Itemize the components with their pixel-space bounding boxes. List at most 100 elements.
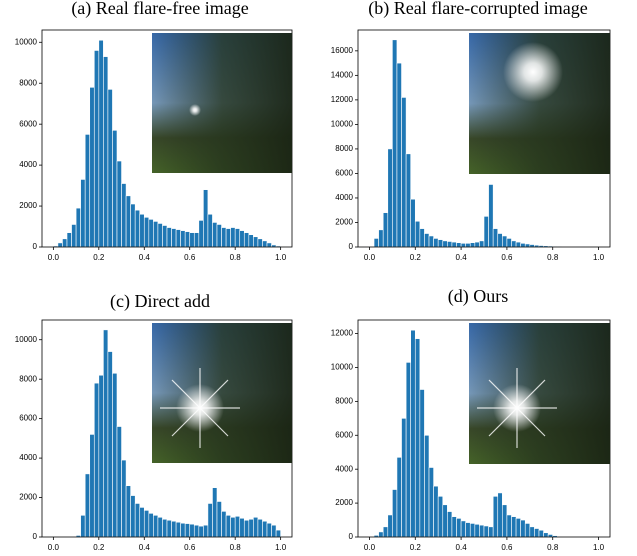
bar (515, 241, 521, 248)
bar (428, 467, 434, 538)
y-tick-label: 8000 (19, 374, 37, 383)
bar (392, 489, 398, 538)
bar (243, 519, 250, 538)
bar (175, 521, 181, 538)
bar (143, 510, 150, 538)
y-tick-label: 8000 (335, 144, 353, 153)
bar (451, 516, 457, 538)
bar (253, 236, 259, 248)
bar (175, 229, 181, 248)
y-tick-label: 6000 (335, 430, 353, 439)
bar (121, 183, 127, 248)
bar (524, 523, 531, 538)
x-tick-label: 0.8 (230, 253, 242, 262)
y-tick-label: 12000 (331, 329, 354, 338)
bar (230, 516, 236, 538)
photo-b (469, 33, 610, 174)
bar (382, 212, 389, 248)
bar (456, 518, 462, 538)
chart-title: (d) Ours (448, 286, 509, 307)
y-tick-label: 8000 (335, 396, 353, 405)
bar (460, 520, 466, 538)
bar (171, 228, 177, 248)
bar (515, 518, 521, 538)
y-tick-label: 6000 (335, 169, 353, 178)
bar (130, 203, 136, 248)
bar (84, 134, 91, 248)
y-tick-label: 10000 (15, 37, 38, 46)
x-tick-label: 0.0 (364, 543, 376, 552)
bar (221, 227, 227, 248)
bar (529, 526, 535, 538)
bar (62, 238, 68, 248)
bar (89, 434, 95, 538)
bar (234, 228, 241, 248)
bar (57, 242, 63, 248)
bar (193, 524, 200, 538)
bar (107, 351, 113, 538)
bar (103, 56, 109, 248)
bar (98, 374, 104, 538)
bar (212, 222, 218, 248)
bar (116, 426, 122, 538)
bar (112, 130, 118, 248)
y-tick-label: 4000 (19, 453, 37, 462)
x-tick-label: 1.0 (593, 543, 605, 552)
bar (225, 514, 231, 538)
bar (465, 522, 471, 538)
bar (419, 228, 425, 248)
bar (275, 529, 281, 538)
y-tick-label: 2000 (19, 493, 37, 502)
bar (116, 160, 122, 248)
bar (506, 238, 512, 248)
bar (538, 529, 544, 538)
bar (203, 524, 209, 538)
bar (153, 221, 159, 248)
bar (414, 338, 421, 538)
y-tick-label: 2000 (335, 218, 353, 227)
x-tick-label: 0.6 (501, 543, 513, 552)
bar (84, 473, 91, 538)
bar (243, 232, 250, 248)
bar (80, 179, 86, 248)
bar (271, 524, 277, 538)
y-tick-label: 16000 (331, 46, 354, 55)
bar (148, 513, 154, 538)
bar (433, 485, 439, 538)
bar (382, 526, 389, 538)
bar (225, 228, 231, 248)
bar (180, 522, 186, 538)
bar (148, 219, 154, 248)
bar (216, 501, 222, 538)
bar (248, 518, 254, 538)
y-tick-label: 0 (33, 242, 38, 251)
bar (139, 213, 145, 248)
bar (506, 514, 512, 538)
y-tick-label: 14000 (331, 70, 354, 79)
bar (193, 232, 200, 248)
x-tick-label: 0.0 (364, 253, 376, 262)
bar (424, 233, 430, 248)
bar (221, 511, 227, 538)
bar (257, 518, 263, 538)
bar (153, 514, 159, 538)
bar (433, 238, 439, 248)
bar (424, 434, 430, 538)
bar (266, 242, 272, 248)
bar (511, 240, 517, 248)
bar (483, 216, 489, 248)
bar (437, 496, 444, 538)
bar (442, 504, 448, 538)
y-tick-label: 8000 (19, 78, 37, 87)
bar (171, 520, 177, 538)
bar (253, 516, 259, 538)
bar (216, 224, 222, 248)
bar (198, 220, 204, 248)
bar (479, 240, 485, 248)
bar (419, 389, 425, 538)
bar (98, 39, 104, 248)
x-tick-label: 0.8 (230, 543, 242, 552)
x-tick-label: 0.4 (456, 253, 468, 262)
x-tick-label: 0.0 (48, 253, 60, 262)
